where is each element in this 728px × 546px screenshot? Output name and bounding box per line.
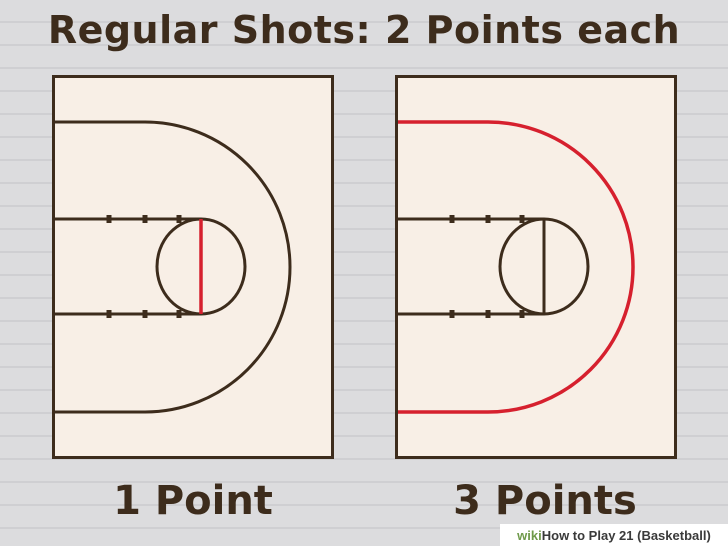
three-point-arc	[55, 120, 292, 414]
watermark: wiki How to Play 21 (Basketball)	[500, 524, 728, 546]
free-throw-circle-right-half	[200, 217, 247, 316]
free-throw-lane	[398, 217, 544, 316]
page-title: Regular Shots: 2 Points each	[47, 8, 681, 52]
free-throw-circle-left-half	[498, 217, 545, 316]
watermark-title: How to Play 21 (Basketball)	[541, 527, 711, 543]
three-point-arc-highlight	[398, 120, 635, 414]
caption-three-points: 3 Points	[453, 478, 637, 524]
court-lines-left	[55, 120, 292, 414]
free-throw-circle-right-half	[543, 217, 590, 316]
free-throw-circle-left-half	[155, 217, 202, 316]
free-throw-lane	[55, 217, 201, 316]
watermark-brand: wiki	[517, 527, 542, 543]
caption-one-point: 1 Point	[113, 478, 273, 524]
court-lines-right	[398, 120, 635, 414]
court-diagram-three-point	[395, 75, 677, 459]
court-diagram-free-throw	[52, 75, 334, 459]
